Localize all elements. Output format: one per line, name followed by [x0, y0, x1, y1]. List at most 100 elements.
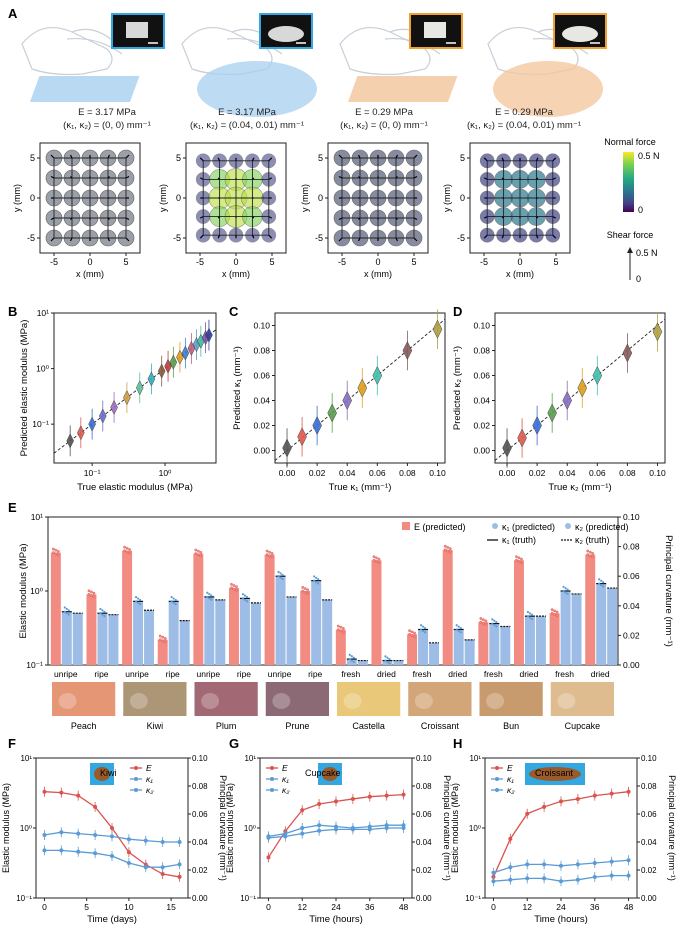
series-point [491, 870, 496, 875]
modulus-point [481, 618, 485, 622]
panel-e-chart: unripe ripe unripe ripe unripe ripe unripe ripe… [18, 512, 674, 731]
shear-vector [413, 154, 418, 159]
series-point [110, 826, 114, 830]
k1-bar [524, 616, 535, 665]
series-point [317, 823, 322, 828]
shear-vector [413, 237, 418, 242]
x-tick-label: 0.02 [309, 468, 326, 478]
modulus-point [553, 609, 556, 613]
modulus-point [375, 556, 378, 560]
sample-photo [194, 682, 258, 716]
x-tick-label: 24 [331, 902, 341, 912]
panel-a-curvature-label: (κ₁, κ₂) = (0, 0) mm⁻¹ [63, 120, 151, 131]
shear-vector [268, 157, 273, 162]
shear-vector [413, 175, 418, 179]
k1-point [279, 576, 282, 579]
modulus-bar [50, 552, 61, 665]
x-axis-label: x (mm) [364, 269, 392, 279]
modulus-point [555, 610, 559, 614]
sample-photo [265, 682, 329, 716]
k1-point [419, 628, 423, 631]
shear-vector [535, 177, 539, 180]
y-tick-label: 5 [460, 153, 465, 163]
y2-tick-label: 0.10 [623, 512, 640, 522]
y2-tick-label: 0.02 [623, 630, 640, 640]
series-point [367, 794, 372, 799]
modulus-point [303, 587, 307, 590]
k2-bar [144, 610, 155, 665]
shear-vector [268, 234, 273, 239]
modulus-point [339, 629, 343, 633]
legend-label: E [282, 763, 288, 773]
modulus-point [408, 632, 411, 636]
legend-swatch-k1 [492, 523, 498, 529]
modulus-point [588, 550, 592, 554]
category-label: dried [591, 669, 610, 679]
series-point [42, 789, 47, 794]
modulus-bar [335, 629, 346, 665]
x-axis-label: x (mm) [76, 269, 104, 279]
k1-point [206, 595, 209, 599]
shear-vector [535, 234, 539, 239]
x-tick-label: 0.10 [649, 468, 666, 478]
x-tick-label: 5 [84, 902, 89, 912]
y2-tick-label: 0.04 [623, 601, 640, 611]
x-tick-label: 0.10 [429, 468, 446, 478]
violin-marker [372, 365, 383, 386]
sample-photo [268, 26, 304, 42]
y2-tick-label: 0.06 [623, 571, 640, 581]
k1-bar [560, 591, 571, 665]
k1-point [317, 582, 320, 585]
legend-swatch-dot [134, 777, 138, 781]
y-tick-label: 10⁰ [244, 824, 256, 833]
panel-b-chart: 10⁻¹ 10⁰ 10⁻¹ 10⁰ 10¹ True elastic modulus (M… [19, 308, 217, 493]
series-point [42, 833, 47, 837]
series-point [317, 828, 322, 833]
modulus-point [336, 624, 340, 628]
group-label: Castella [352, 721, 385, 731]
x-axis-label: Time (hours) [534, 914, 588, 925]
x-tick-label: 5 [269, 257, 274, 267]
y-tick-label: 0.00 [253, 446, 270, 456]
y2-tick-label: 0.04 [641, 838, 657, 847]
modulus-bar [442, 549, 453, 665]
modulus-point [161, 639, 165, 643]
sample-photo [408, 682, 472, 716]
inset-title: Cupcake [305, 768, 341, 778]
series-point [559, 863, 563, 868]
panel-label-f: F [8, 736, 16, 751]
k1-point [562, 585, 565, 588]
series-point [525, 811, 530, 816]
y-tick-label: 0.02 [473, 421, 490, 431]
k1-point [210, 594, 213, 597]
sample-block [29, 76, 140, 102]
k1-point [313, 575, 316, 578]
series-point [542, 862, 547, 867]
k1-point [384, 655, 387, 658]
modulus-point [520, 561, 523, 565]
modulus-point [87, 592, 91, 596]
violin-marker [622, 343, 633, 363]
series-point [126, 837, 131, 842]
y-tick-label: 5 [318, 153, 323, 163]
series-point [93, 851, 98, 856]
panel-a-curvature-label: (κ₁, κ₂) = (0.04, 0.01) mm⁻¹ [190, 120, 304, 131]
y-tick-label: 10⁰ [469, 824, 481, 833]
x-tick-label: 0.08 [619, 468, 636, 478]
k1-point [348, 653, 351, 656]
series-point [76, 831, 81, 836]
shear-vector [125, 217, 130, 221]
inset-title: Croissant [535, 768, 574, 778]
series-point [59, 830, 64, 835]
modulus-point [51, 551, 55, 555]
shear-vector [125, 237, 130, 242]
panel-a-column [21, 13, 165, 102]
k1-point [136, 597, 140, 600]
series-point [160, 840, 165, 844]
y-tick-label: 10⁰ [36, 364, 49, 374]
legend-label: κ₁ (truth) [502, 535, 536, 545]
shear-vector [395, 176, 398, 179]
series-point [609, 873, 614, 878]
series-point [283, 834, 288, 839]
x-tick-label: 0 [42, 902, 47, 912]
